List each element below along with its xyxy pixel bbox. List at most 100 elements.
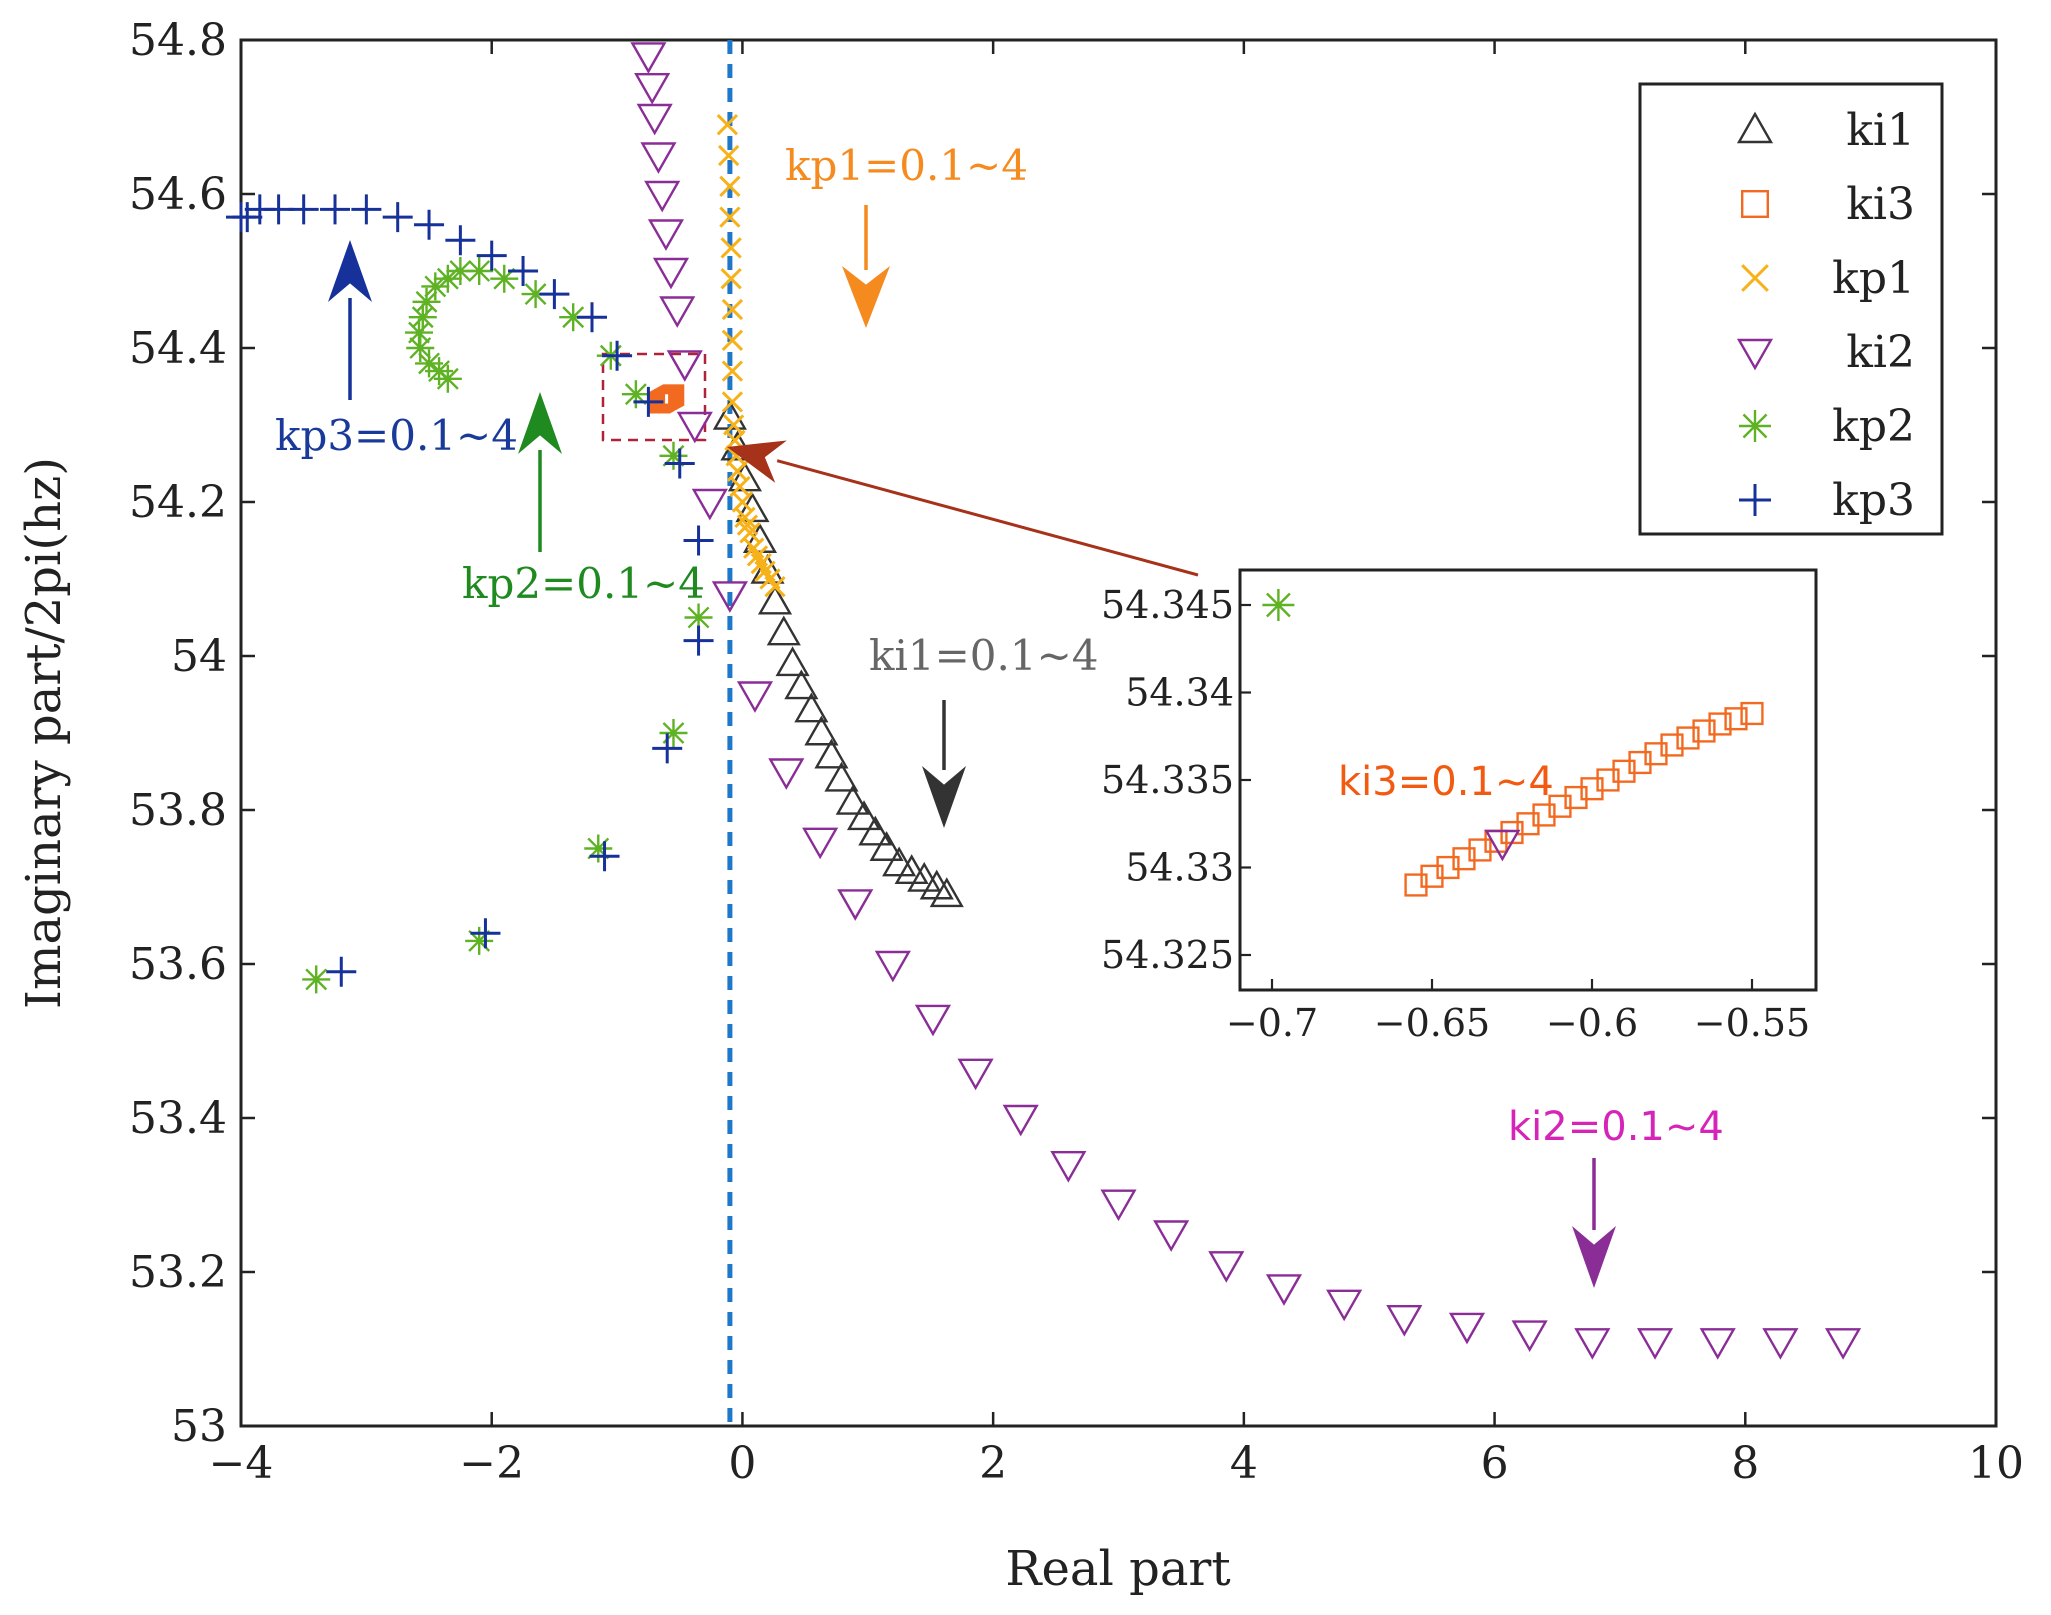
inset-x-tick-label: −0.55 (1694, 1001, 1810, 1045)
inset-ki3-point (1564, 785, 1588, 810)
inset-ki2-point (1484, 829, 1521, 862)
x-tick-label: 2 (979, 1438, 1007, 1489)
kp3-point (683, 625, 714, 656)
x-axis-title: Real part (1005, 1541, 1230, 1597)
kp2-point (421, 272, 450, 301)
kp1-point (717, 144, 740, 167)
legend-marker-ki2 (1736, 338, 1774, 371)
kp2-point (415, 349, 444, 378)
ki2-point (1002, 1104, 1039, 1137)
x-tick-label: 6 (1481, 1438, 1509, 1489)
y-tick-label: 53.8 (129, 785, 227, 836)
ki1-point (804, 715, 839, 746)
kp1-point (721, 391, 744, 413)
ki2-point (1636, 1328, 1674, 1360)
y-tick-label: 54 (171, 631, 227, 682)
ki1-point (766, 615, 801, 646)
kp2-point (405, 318, 434, 347)
kp1-point (734, 506, 756, 529)
kp3-point (633, 386, 664, 417)
kp1-point (720, 268, 742, 290)
legend-marker-kp1 (1741, 264, 1769, 292)
inset-ki3-point (1516, 812, 1540, 836)
inset-series-group (1262, 589, 1764, 897)
x-tick-label: −4 (209, 1438, 274, 1489)
inset-ki3-point (1676, 726, 1700, 750)
ki2-point (647, 219, 685, 251)
ki2-point (1265, 1274, 1303, 1306)
ki2-point (1699, 1328, 1736, 1360)
ki2-point (914, 1004, 952, 1037)
ki2-point (1100, 1189, 1137, 1222)
kp3-point (414, 209, 445, 240)
kp1-point (719, 206, 741, 228)
ki2-point (676, 411, 713, 444)
ki1-point (757, 584, 793, 615)
kp2-point (302, 965, 331, 994)
ki2-point (666, 350, 703, 382)
series-kp2 (302, 257, 713, 994)
legend-label-ki2: ki2 (1846, 327, 1915, 378)
kp2-point (659, 441, 688, 470)
ki1-point (869, 831, 904, 861)
kp1-arrow (842, 205, 890, 328)
ki2-point (644, 180, 681, 213)
kp1-point (721, 360, 744, 382)
kp3-point (539, 279, 570, 310)
kp3-point (351, 194, 382, 225)
y-tick-label: 53.4 (129, 1093, 227, 1144)
kp3-point (320, 194, 351, 225)
kp2-point (433, 264, 462, 293)
inset-y-tick-label: 54.325 (1101, 933, 1234, 977)
inset-chart: −0.7 −0.65 −0.6 −0.55 54.325 54.33 54.335 54.34… (1101, 568, 1818, 1045)
kp3-point (382, 202, 413, 233)
kp3-point (470, 918, 501, 949)
kp3-point (577, 302, 607, 333)
ki2-point (957, 1058, 994, 1091)
inset-ki3-point (1548, 794, 1572, 818)
inset-ki3-point (1436, 855, 1460, 880)
kp3-arrow (328, 240, 372, 400)
zoom-region-box (601, 352, 707, 442)
inset-ki3-point (1420, 864, 1444, 888)
kp3-point (683, 525, 714, 556)
kp1-annotation: kp1=0.1~4 (785, 141, 1028, 190)
kp3-point (602, 340, 633, 371)
ki1-point (835, 784, 870, 815)
ki1-point (907, 861, 942, 892)
ki1-point (882, 846, 917, 877)
inset-x-tick-label: −0.65 (1374, 1001, 1490, 1045)
kp2-point (433, 364, 462, 393)
ki2-point (636, 103, 673, 136)
kp2-point (584, 834, 613, 863)
ki2-point (837, 889, 874, 921)
ki1-point (784, 669, 819, 700)
ki1-point (846, 800, 882, 831)
x-tick-label: 0 (728, 1438, 756, 1489)
y-tick-label: 53 (171, 1401, 227, 1452)
kp2-point (446, 257, 475, 285)
x-tick-label: −2 (459, 1438, 524, 1489)
kp2-point (559, 303, 588, 332)
kp2-point (406, 334, 435, 362)
series-kp1 (716, 114, 786, 598)
kp1-point (736, 514, 759, 536)
ki2-point (1511, 1320, 1548, 1353)
inset-ki3-point (1404, 873, 1428, 897)
ki2-point (1574, 1328, 1611, 1360)
ki2-point (630, 42, 667, 74)
ki2-point (874, 950, 911, 983)
kp3-point (226, 202, 256, 233)
inset-ki3-point (1660, 733, 1684, 757)
legend-label-kp1: kp1 (1832, 253, 1915, 304)
inset-ki3-point (1724, 707, 1748, 731)
ki1-point (894, 854, 929, 885)
kp2-point (621, 380, 650, 409)
legend-label-ki3: ki3 (1846, 179, 1915, 230)
kp3-point (244, 194, 275, 225)
series-ki3 (648, 384, 685, 414)
ki2-point (768, 758, 805, 790)
kp2-point (465, 257, 494, 285)
inset-y-tick-label: 54.34 (1125, 671, 1234, 715)
